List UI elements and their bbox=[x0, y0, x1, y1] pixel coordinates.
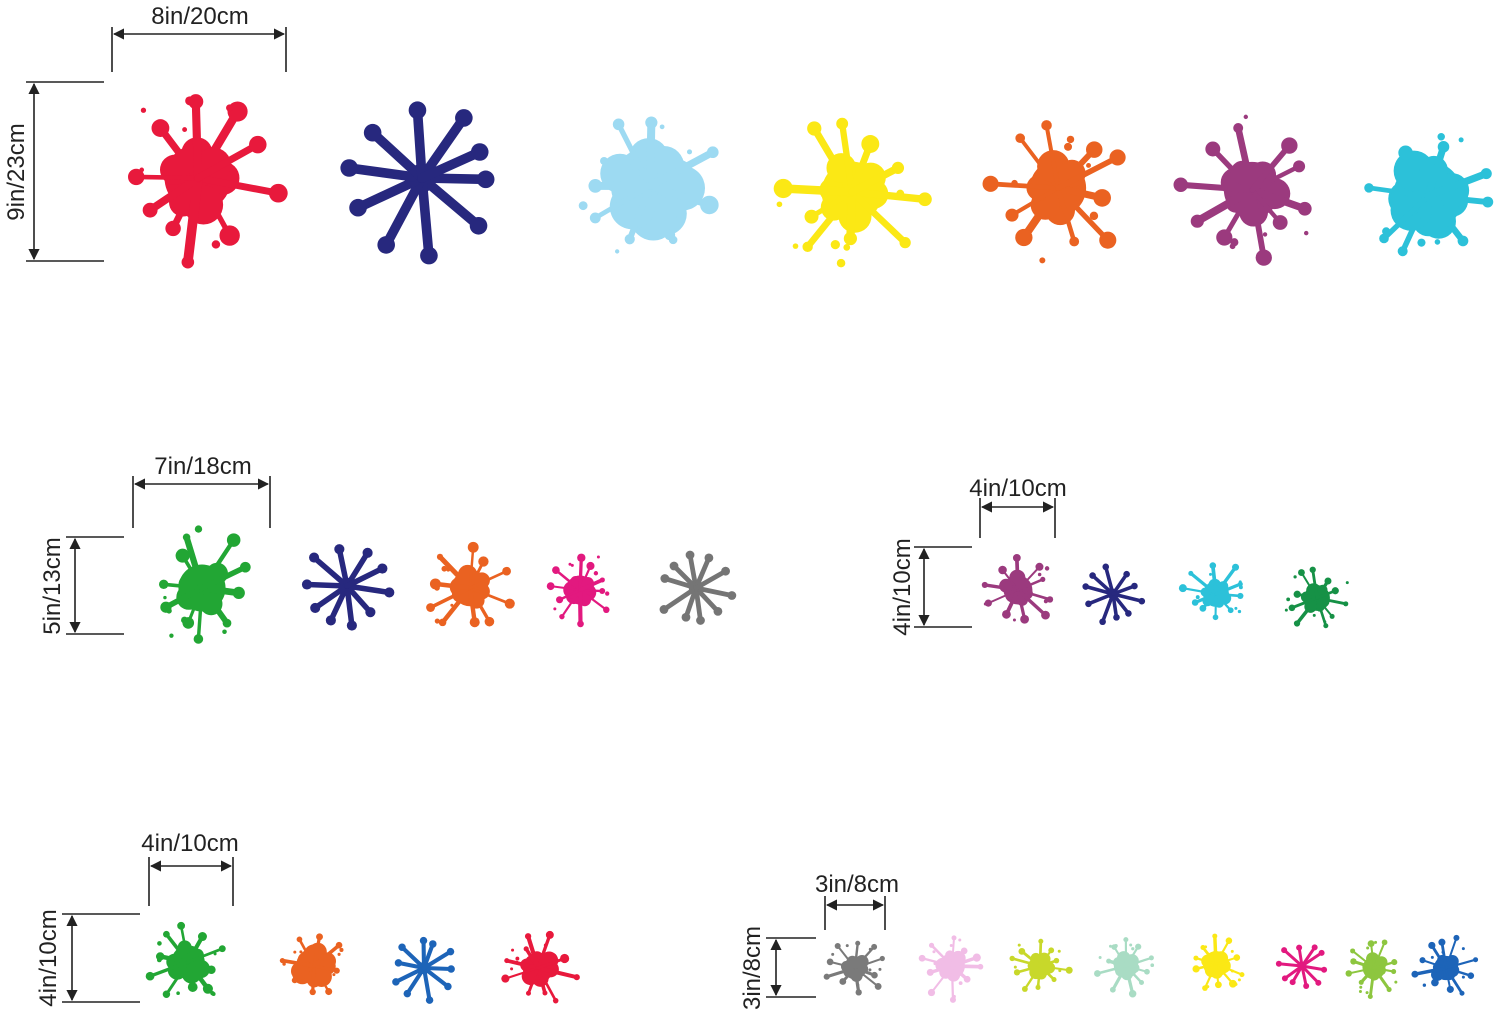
splat bbox=[501, 930, 580, 1004]
splat bbox=[1345, 939, 1398, 1000]
group-4in-a-height-label: 4in/10cm bbox=[889, 538, 916, 635]
splat bbox=[578, 116, 719, 254]
group-9in-dimensions: 8in/20cm 9in/23cm bbox=[3, 3, 287, 262]
splat bbox=[1173, 114, 1312, 266]
group-4in-a-width-label: 4in/10cm bbox=[969, 475, 1066, 502]
group-5in-height-label: 5in/13cm bbox=[39, 537, 66, 634]
group-9in-height-label: 9in/23cm bbox=[3, 123, 30, 220]
splat bbox=[392, 936, 455, 1004]
splat bbox=[1192, 933, 1245, 991]
group-5in-dimensions: 7in/18cm 5in/13cm bbox=[39, 453, 271, 635]
splat bbox=[918, 935, 984, 1003]
splat bbox=[1364, 132, 1494, 257]
splat bbox=[546, 553, 610, 628]
group-9in-splats bbox=[128, 94, 1494, 269]
splat bbox=[659, 550, 737, 625]
splat bbox=[159, 525, 251, 644]
group-4in-a-dimensions: 4in/10cm 4in/10cm bbox=[889, 475, 1067, 636]
group-3in-dimensions: 3in/8cm 3in/8cm bbox=[739, 871, 899, 1010]
group-4in-a-splats bbox=[981, 553, 1349, 629]
splat bbox=[982, 120, 1126, 264]
splat bbox=[1178, 562, 1244, 621]
group-4in-b-width-label: 4in/10cm bbox=[141, 830, 238, 857]
splat bbox=[1411, 934, 1479, 996]
splat bbox=[1275, 944, 1328, 989]
splat bbox=[981, 553, 1054, 624]
splat bbox=[426, 541, 515, 628]
group-3in-width-label: 3in/8cm bbox=[815, 871, 899, 898]
splat bbox=[301, 544, 395, 631]
group-9in-width-label: 8in/20cm bbox=[151, 3, 248, 30]
splat bbox=[128, 94, 288, 269]
group-4in-b-height-label: 4in/10cm bbox=[35, 909, 62, 1006]
splat bbox=[1009, 938, 1073, 992]
splat bbox=[1094, 937, 1155, 998]
splat bbox=[145, 921, 226, 998]
splat bbox=[340, 101, 495, 265]
group-4in-b-splats bbox=[145, 921, 580, 1004]
splat bbox=[1284, 566, 1349, 629]
splat bbox=[279, 933, 344, 996]
group-5in-width-label: 7in/18cm bbox=[154, 453, 251, 480]
group-4in-b-dimensions: 4in/10cm 4in/10cm bbox=[35, 830, 239, 1007]
group-3in-splats bbox=[823, 933, 1479, 1003]
splat bbox=[1082, 563, 1146, 626]
splat bbox=[823, 940, 885, 996]
splat bbox=[773, 117, 932, 268]
group-5in-splats bbox=[159, 525, 737, 644]
group-3in-height-label: 3in/8cm bbox=[739, 926, 766, 1010]
